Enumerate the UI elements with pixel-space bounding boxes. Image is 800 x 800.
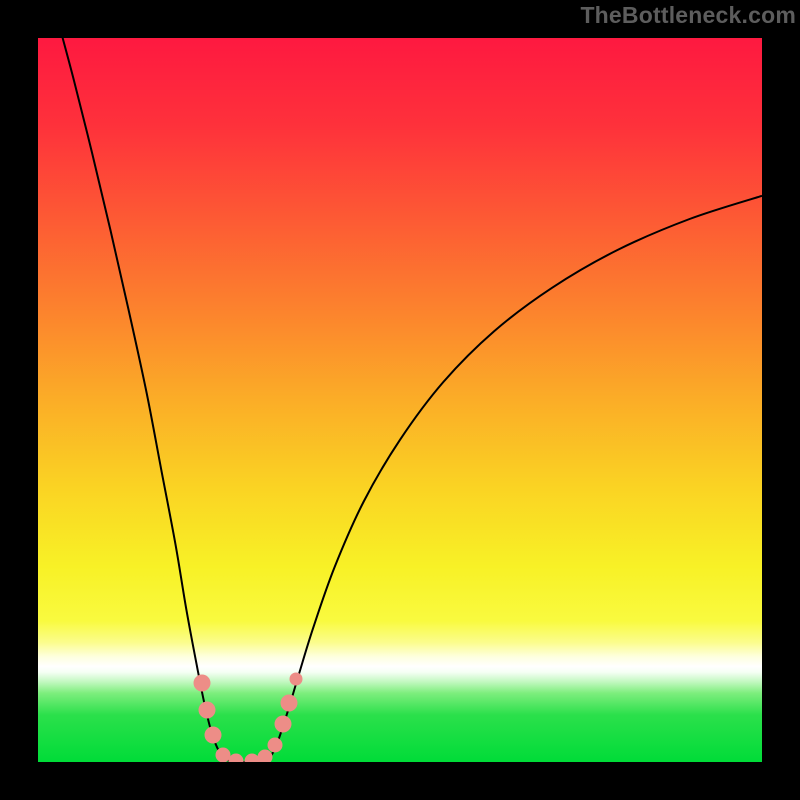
chart-marker [199,701,216,718]
bottleneck-curve-path [60,38,762,762]
chart-plot-area [38,38,762,762]
chart-marker [267,737,282,752]
chart-marker [229,753,244,762]
chart-marker [205,727,222,744]
chart-marker [244,753,259,762]
watermark-text: TheBottleneck.com [580,2,796,29]
chart-frame [0,0,800,800]
bottleneck-curve [38,38,762,762]
chart-marker [290,673,303,686]
chart-marker [274,716,291,733]
chart-marker [194,675,211,692]
chart-marker [281,695,298,712]
